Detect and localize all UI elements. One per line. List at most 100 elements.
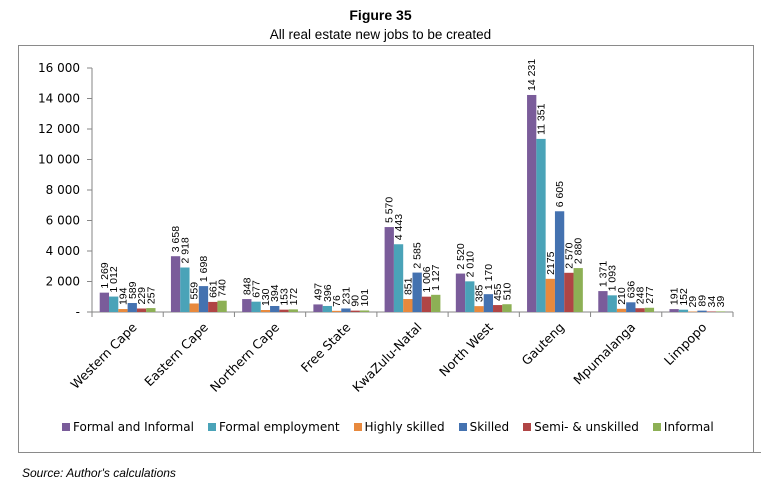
data-label: 90 bbox=[350, 295, 362, 307]
chart-frame bbox=[18, 45, 754, 453]
bar bbox=[421, 296, 432, 312]
data-label: 851 bbox=[402, 277, 414, 295]
bar bbox=[242, 299, 252, 312]
data-label: 2 520 bbox=[455, 243, 467, 269]
bar bbox=[270, 305, 280, 312]
bar bbox=[502, 304, 512, 312]
bar bbox=[208, 301, 218, 312]
legend-swatch bbox=[458, 423, 467, 431]
data-label: 11 351 bbox=[535, 103, 547, 134]
legend-swatch bbox=[523, 423, 532, 431]
bar bbox=[715, 311, 726, 312]
data-label: 677 bbox=[251, 280, 263, 298]
data-label: 89 bbox=[697, 295, 709, 307]
data-label: 2 585 bbox=[412, 242, 424, 268]
bar bbox=[474, 306, 484, 312]
data-label: 2 570 bbox=[563, 242, 575, 268]
bar bbox=[127, 303, 137, 312]
x-tick-label: KwaZulu-Natal bbox=[349, 320, 424, 395]
legend-label: Skilled bbox=[469, 420, 510, 434]
bar bbox=[706, 311, 716, 312]
bar bbox=[331, 310, 342, 312]
bar bbox=[170, 256, 181, 312]
x-tick-label: Limpopo bbox=[661, 320, 710, 369]
bar bbox=[564, 272, 574, 312]
legend-item: Semi- & unskilled bbox=[523, 420, 639, 434]
bar bbox=[455, 273, 466, 312]
legend-label: Semi- & unskilled bbox=[534, 420, 639, 434]
y-tick-label: 10 000 bbox=[38, 153, 80, 167]
bar bbox=[359, 310, 370, 312]
legend-label: Highly skilled bbox=[364, 420, 445, 434]
divider bbox=[18, 452, 761, 453]
bar bbox=[180, 267, 190, 312]
legend-swatch bbox=[207, 423, 216, 431]
data-label: 497 bbox=[313, 283, 325, 301]
bar bbox=[669, 309, 679, 312]
legend-label: Formal employment bbox=[218, 420, 340, 434]
data-label: 2 010 bbox=[464, 251, 476, 277]
legend-item: Skilled bbox=[458, 420, 510, 434]
data-label: 636 bbox=[625, 281, 637, 299]
bar bbox=[635, 308, 645, 312]
data-label: 740 bbox=[217, 279, 229, 297]
data-label: 194 bbox=[117, 287, 129, 305]
data-label: 34 bbox=[706, 296, 718, 308]
bar bbox=[198, 286, 209, 312]
bar bbox=[465, 281, 475, 312]
data-label: 210 bbox=[616, 287, 628, 305]
legend-item: Highly skilled bbox=[353, 420, 445, 434]
bar bbox=[616, 308, 627, 312]
bar bbox=[109, 296, 119, 312]
data-label: 1 093 bbox=[607, 265, 619, 291]
data-label: 1 269 bbox=[99, 262, 111, 288]
x-tick-label: Western Cape bbox=[67, 319, 140, 392]
data-label: 1 698 bbox=[198, 256, 210, 282]
bar bbox=[260, 310, 271, 312]
data-label: 1 170 bbox=[483, 264, 495, 290]
bar bbox=[393, 244, 404, 312]
bar bbox=[189, 303, 199, 312]
y-tick-label: 6 000 bbox=[46, 214, 80, 228]
bar bbox=[697, 310, 707, 312]
y-tick-label: - bbox=[76, 305, 80, 319]
x-tick-label: Northern Cape bbox=[207, 319, 283, 395]
y-tick-label: 14 000 bbox=[38, 92, 80, 106]
legend-label: Informal bbox=[663, 420, 714, 434]
data-label: 39 bbox=[715, 296, 727, 308]
data-label: 455 bbox=[492, 283, 504, 301]
legend-swatch bbox=[353, 423, 362, 431]
data-label: 2175 bbox=[545, 251, 557, 275]
data-label: 510 bbox=[501, 283, 513, 301]
data-label: 130 bbox=[260, 288, 272, 306]
data-label: 385 bbox=[474, 284, 486, 302]
bar bbox=[412, 272, 422, 312]
data-label: 29 bbox=[687, 296, 699, 308]
data-label: 4 443 bbox=[393, 214, 405, 240]
data-label: 152 bbox=[678, 288, 690, 306]
legend-item: Informal bbox=[652, 420, 714, 434]
data-label: 231 bbox=[340, 287, 352, 305]
data-label: 394 bbox=[269, 284, 281, 302]
bar bbox=[217, 300, 227, 312]
bar bbox=[536, 138, 546, 312]
bar bbox=[688, 311, 698, 313]
bar bbox=[598, 291, 608, 312]
bar bbox=[545, 278, 555, 312]
legend-swatch bbox=[652, 423, 661, 431]
bar bbox=[607, 295, 617, 312]
data-label: 396 bbox=[322, 284, 334, 302]
chart-title: All real estate new jobs to be created bbox=[269, 27, 492, 42]
data-label: 14 231 bbox=[526, 59, 538, 91]
y-tick-label: 4 000 bbox=[46, 244, 80, 258]
bar bbox=[626, 302, 636, 312]
x-tick-label: Gauteng bbox=[518, 320, 567, 369]
figure-number: Figure 35 bbox=[349, 7, 412, 23]
bar bbox=[146, 308, 156, 312]
source-note: Source: Author's calculations bbox=[22, 466, 176, 480]
data-label: 559 bbox=[189, 282, 201, 300]
bar bbox=[644, 307, 655, 312]
bar bbox=[288, 309, 298, 312]
bar bbox=[384, 227, 394, 312]
data-label: 589 bbox=[127, 281, 139, 299]
